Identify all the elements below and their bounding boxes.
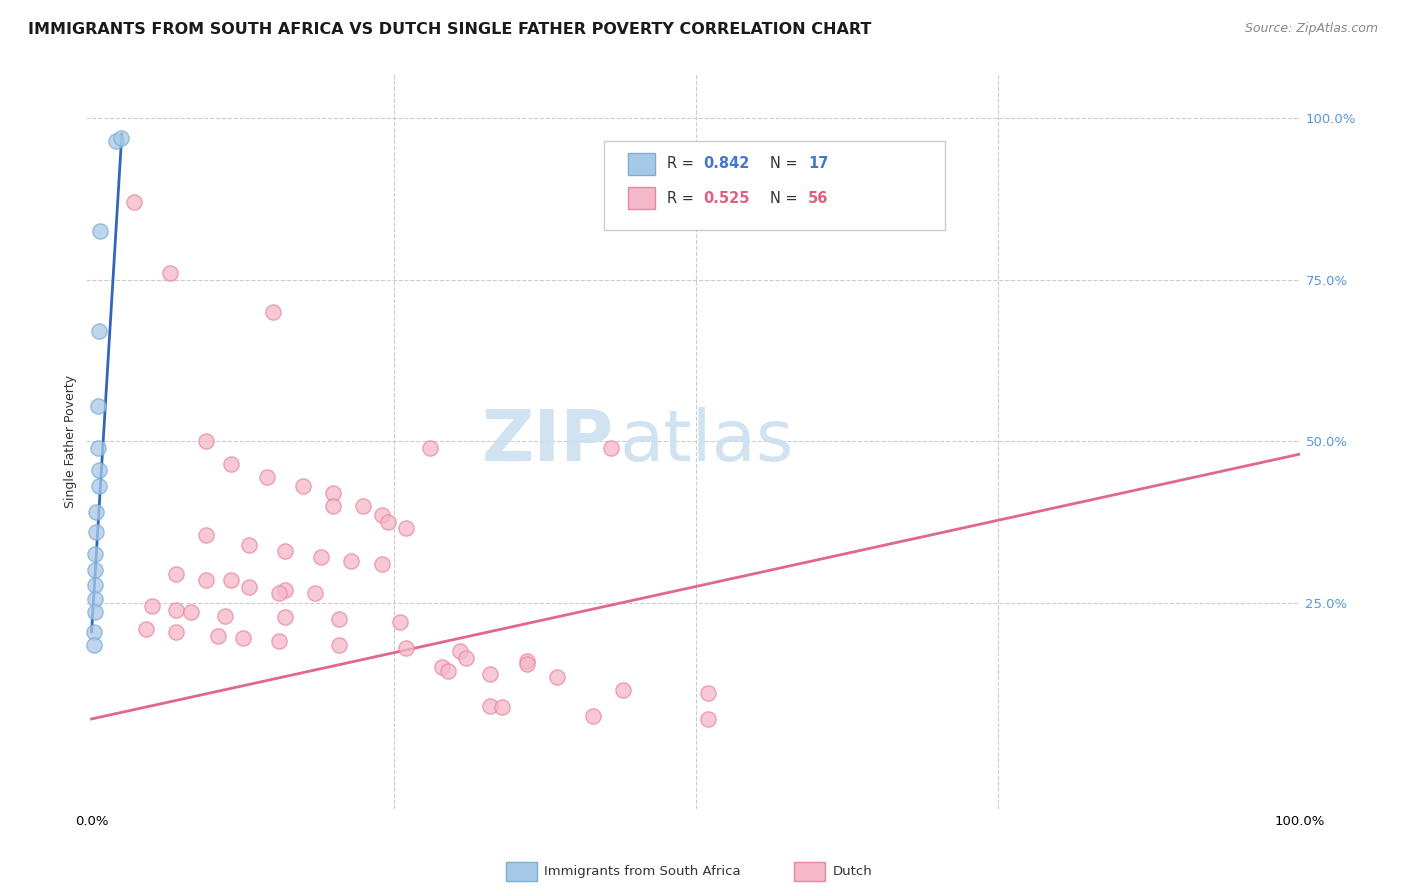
Point [370,557,392,571]
Point [135,622,157,636]
FancyBboxPatch shape [628,153,655,175]
Point [546,670,568,684]
Text: N =: N = [770,191,803,206]
Point [419,441,441,455]
Text: N =: N = [770,156,803,171]
Point [195,434,218,449]
Point [86,505,108,519]
Point [238,580,260,594]
Point [84,591,107,606]
Point [141,599,163,613]
FancyBboxPatch shape [628,187,655,210]
Point [449,644,471,658]
Point [322,499,344,513]
Point [207,629,229,643]
Point [309,550,332,565]
Point [256,469,278,483]
FancyBboxPatch shape [605,141,945,230]
Point [219,457,242,471]
Text: IMMIGRANTS FROM SOUTH AFRICA VS DUTCH SINGLE FATHER POVERTY CORRELATION CHART: IMMIGRANTS FROM SOUTH AFRICA VS DUTCH SI… [28,22,872,37]
Point [87,324,110,338]
Point [232,631,254,645]
Point [612,682,634,697]
Point [274,544,297,558]
Point [84,547,107,561]
Point [165,566,187,581]
Text: R =: R = [668,191,699,206]
Point [292,479,315,493]
Text: Source: ZipAtlas.com: Source: ZipAtlas.com [1244,22,1378,36]
Point [83,624,105,639]
Point [84,563,107,577]
Point [165,603,187,617]
Point [370,508,392,523]
Point [159,266,181,280]
Text: ZIP: ZIP [481,407,614,475]
Point [84,606,107,620]
Point [304,586,326,600]
Point [328,612,350,626]
Point [214,608,236,623]
Point [328,638,350,652]
Point [86,441,108,455]
Point [87,463,110,477]
Point [456,650,478,665]
Point [89,224,111,238]
Point [122,195,145,210]
Point [600,441,623,455]
Point [437,664,460,678]
Point [274,582,297,597]
Point [267,634,290,648]
Point [516,657,538,671]
Point [180,606,202,620]
Point [104,134,127,148]
Text: 17: 17 [808,156,828,171]
Text: Dutch: Dutch [832,865,872,878]
Text: 0.842: 0.842 [703,156,749,171]
Text: R =: R = [668,156,699,171]
Point [274,610,297,624]
Point [267,586,290,600]
Point [377,515,399,529]
Point [353,499,375,513]
Point [84,577,107,591]
Text: 0.525: 0.525 [703,191,751,206]
Point [340,554,363,568]
Point [195,573,218,587]
Point [110,130,132,145]
Point [388,615,411,629]
Text: 56: 56 [808,191,828,206]
Y-axis label: Single Father Poverty: Single Father Poverty [65,375,77,508]
Point [516,654,538,668]
Text: atlas: atlas [620,407,794,475]
Point [696,712,718,726]
Point [479,699,502,714]
Point [86,399,108,413]
Point [195,528,218,542]
Point [696,686,718,700]
Point [83,638,105,652]
Point [87,479,110,493]
Point [165,624,187,639]
Point [430,660,453,674]
Point [479,666,502,681]
Point [582,708,605,723]
Text: Immigrants from South Africa: Immigrants from South Africa [544,865,741,878]
Point [395,521,418,535]
Point [262,305,284,319]
Point [219,573,242,587]
Point [322,486,344,500]
Point [86,524,108,539]
Point [395,640,418,655]
Point [491,700,513,714]
Point [238,537,260,551]
